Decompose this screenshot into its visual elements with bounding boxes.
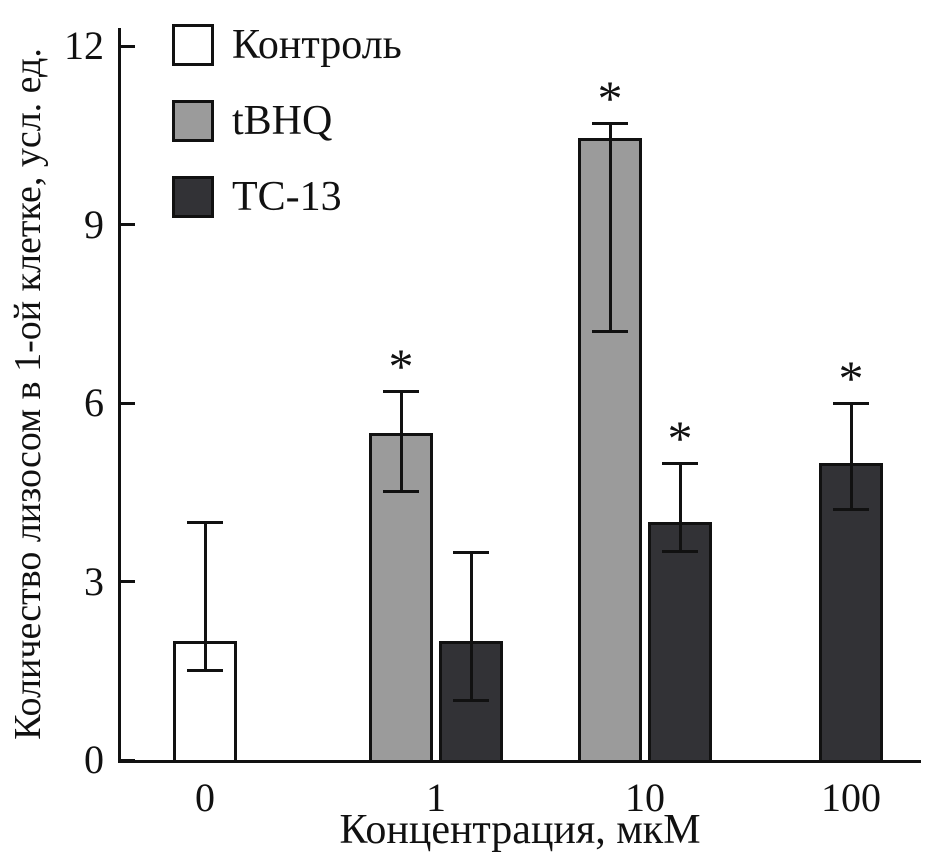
y-tick-label: 9: [84, 201, 104, 247]
error-bar-line: [469, 551, 473, 701]
significance-asterisk: *: [838, 350, 864, 406]
y-axis-line: [118, 28, 121, 763]
error-bar-cap-top: [453, 550, 489, 554]
y-tick-mark: [121, 223, 135, 226]
error-bar-cap-top: [187, 521, 223, 524]
legend-swatch-tc13: [172, 176, 214, 218]
legend-item-tbhq: tBHQ: [172, 98, 402, 144]
y-tick-mark: [121, 580, 135, 583]
error-bar-line: [678, 462, 682, 552]
legend-swatch-tbhq: [172, 100, 214, 142]
legend-label-tc13: ТС-13: [232, 174, 342, 220]
bar-tc13: [648, 522, 712, 763]
y-tick-label: 3: [84, 558, 104, 604]
error-bar-line: [608, 123, 612, 332]
error-bar-line: [849, 403, 853, 511]
significance-asterisk: *: [667, 409, 693, 466]
error-bar-cap-top: [383, 390, 419, 394]
x-category-label: 100: [821, 775, 881, 820]
x-category-label: 0: [195, 775, 215, 820]
error-bar-cap-bottom: [187, 668, 223, 672]
error-bar-cap-top: [833, 402, 869, 405]
legend-item-tc13: ТС-13: [172, 174, 402, 220]
error-bar-cap-bottom: [833, 508, 869, 512]
y-tick-label: 0: [84, 737, 104, 782]
x-category-label: 1: [426, 775, 446, 820]
x-axis-line: [118, 760, 921, 763]
y-tick-mark: [121, 401, 135, 405]
legend-item-control: Контроль: [172, 22, 402, 68]
legend-label-tbhq: tBHQ: [232, 98, 333, 144]
y-tick-label: 6: [84, 380, 104, 425]
y-tick-mark: [121, 44, 135, 48]
significance-asterisk: *: [388, 338, 414, 395]
legend-swatch-control: [172, 24, 214, 66]
y-tick-label: 12: [64, 23, 104, 68]
y-tick-mark: [121, 758, 135, 762]
error-bar-line: [203, 522, 207, 671]
error-bar-cap-top: [592, 122, 628, 126]
error-bar-cap-bottom: [592, 329, 628, 333]
x-category-label: 10: [625, 775, 665, 820]
error-bar-cap-bottom: [662, 549, 698, 553]
error-bar-line: [399, 391, 403, 493]
significance-asterisk: *: [597, 70, 623, 127]
legend: Контроль tBHQ ТС-13: [172, 22, 402, 220]
error-bar-cap-bottom: [453, 698, 489, 702]
error-bar-cap-top: [662, 461, 698, 465]
error-bar-cap-bottom: [383, 490, 419, 494]
x-axis-label: Концентрация, мкМ: [339, 807, 701, 853]
legend-label-control: Контроль: [232, 22, 402, 68]
